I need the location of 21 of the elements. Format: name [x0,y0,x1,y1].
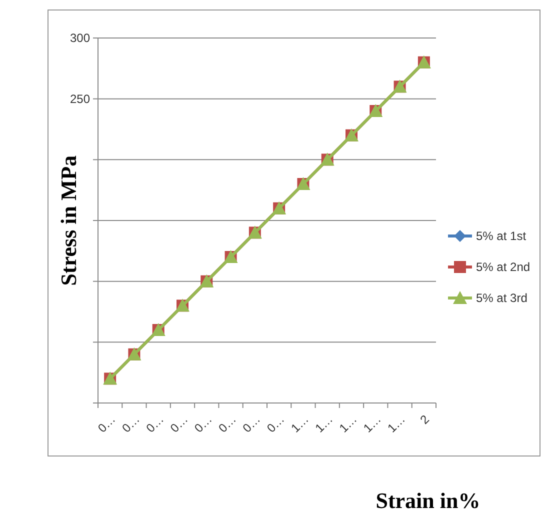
legend-label: 5% at 3rd [476,291,528,306]
x-axis-title: Strain in% [376,488,480,513]
y-tick-label: 300 [70,31,90,46]
x-tick-label: 0… [143,412,166,436]
x-tick-label: 0… [240,412,264,436]
legend-label: 5% at 2nd [476,260,530,274]
y-tick-label: 250 [70,92,90,106]
legend-label: 5% at 1st [476,229,527,244]
x-tick-label: 0… [95,412,118,436]
x-tick-label: 0… [264,412,288,436]
x-tick-label: 0… [192,412,215,436]
x-tick-label: 1… [312,412,336,436]
x-tick-label: 0… [119,412,142,436]
y-axis-title: Stress in MPa [56,155,81,286]
x-tick-label: 1… [360,412,384,436]
x-tick-label: 1… [288,412,312,436]
x-tick-label: 0… [216,412,239,436]
x-tick-label: 1… [384,412,408,436]
x-tick-label: 1… [336,412,360,436]
x-tick-label: 2 [417,412,432,427]
x-tick-label: 0… [167,412,191,436]
